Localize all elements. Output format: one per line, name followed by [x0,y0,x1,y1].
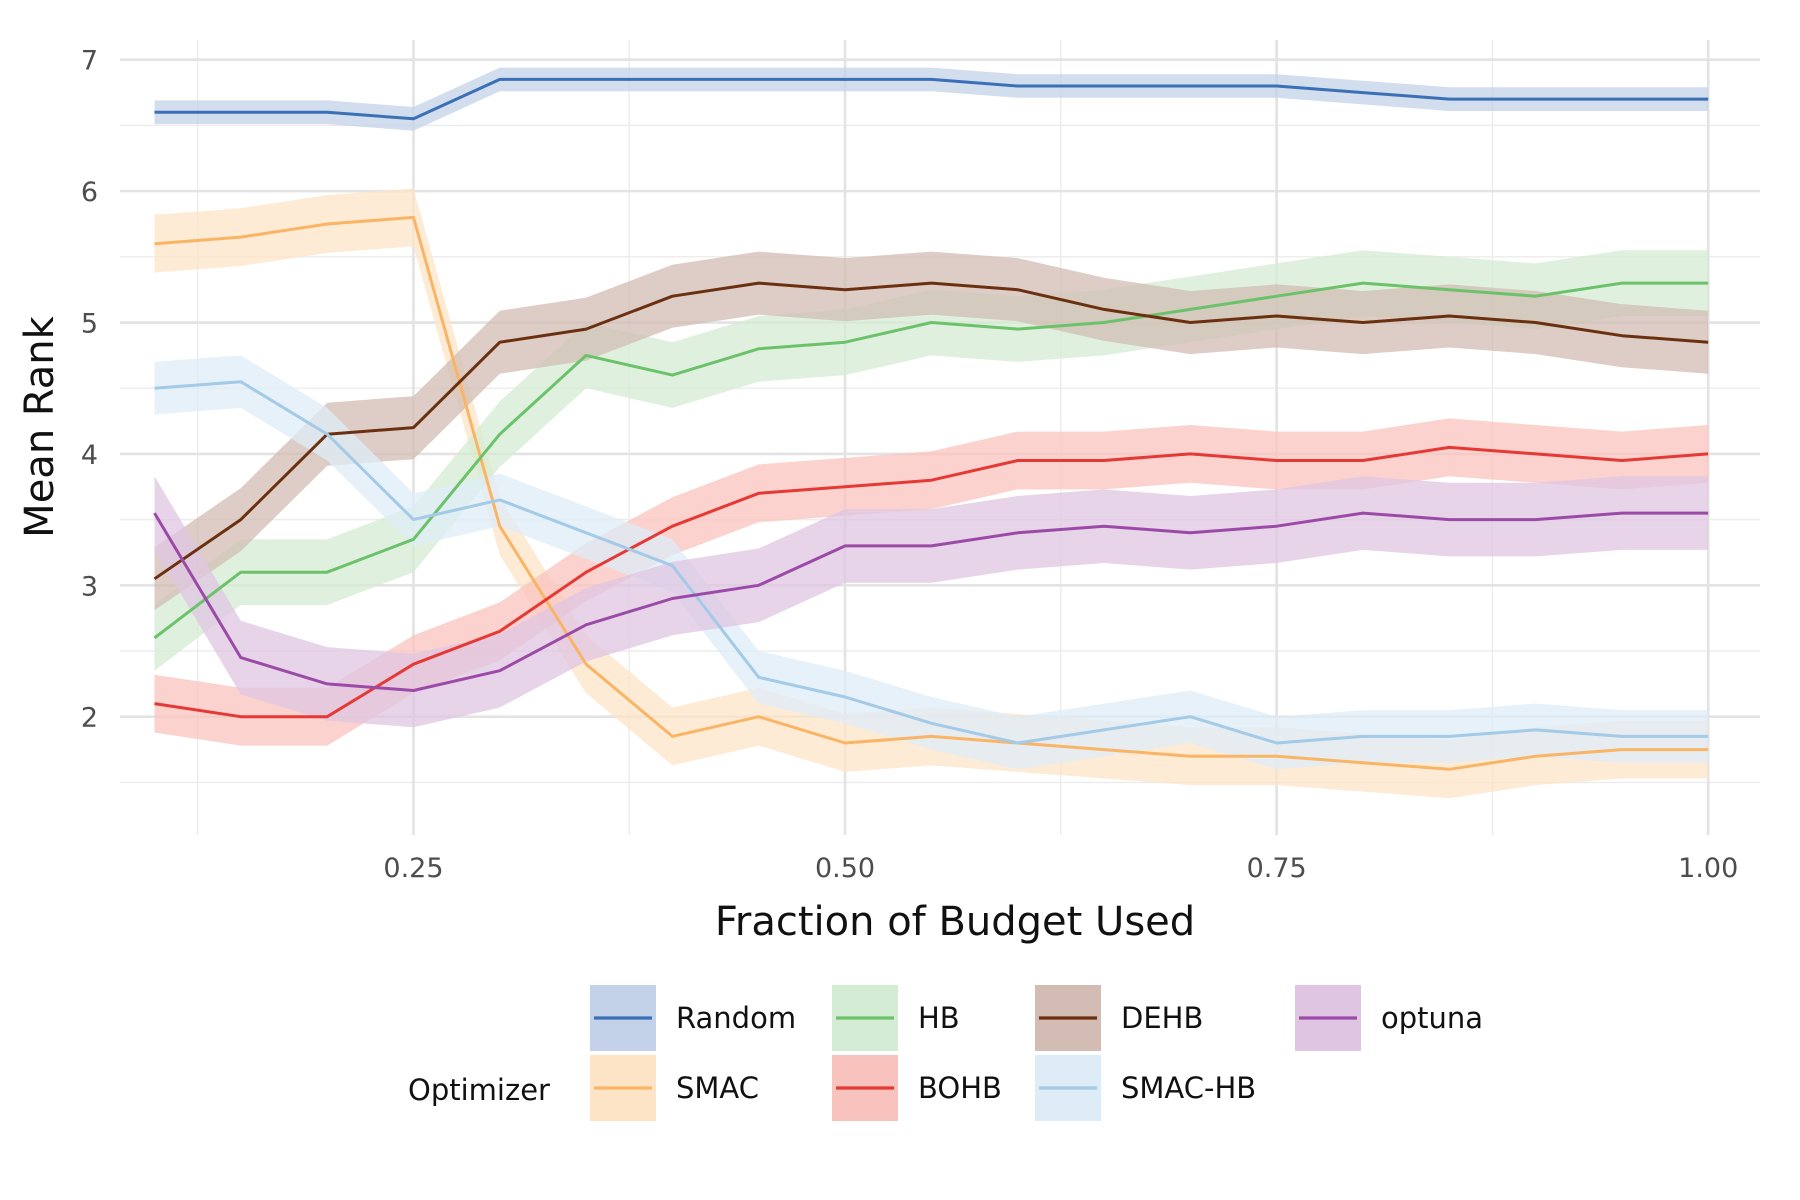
legend-title: Optimizer [408,1073,550,1107]
line-random [154,77,1709,121]
confidence-bands [154,67,1709,799]
y-tick-label: 4 [81,440,98,471]
line-bohb [154,445,1709,719]
y-tick-label: 7 [81,46,98,77]
line-hb [153,281,1709,640]
x-tick-labels: 0.25 0.50 0.75 1.00 [383,853,1738,884]
legend: Optimizer Random SMAC HB BOHB DEHB SMAC-HB opt… [408,985,1483,1121]
band-random [154,67,1709,131]
y-axis-title: Mean Rank [17,315,63,537]
legend-item-hb: HB [832,985,960,1051]
line-dehb [153,281,1709,581]
y-tick-label: 3 [81,571,98,602]
legend-label: BOHB [918,1071,1002,1105]
legend-item-bohb: BOHB [832,1055,1002,1121]
legend-item-random: Random [590,985,796,1051]
line-smac [154,215,1709,771]
legend-item-optuna: optuna [1295,985,1483,1051]
legend-label: optuna [1381,1001,1483,1035]
legend-item-dehb: DEHB [1035,985,1203,1051]
line-optuna [153,511,1709,692]
y-tick-labels: 2 3 4 5 6 7 [81,46,98,734]
legend-label: SMAC [676,1071,759,1105]
y-tick-label: 6 [81,177,98,208]
legend-item-smac: SMAC [590,1055,759,1121]
x-tick-label: 0.75 [1247,853,1307,884]
y-tick-label: 2 [81,703,98,734]
line-smac-hb [154,380,1709,745]
x-tick-label: 1.00 [1678,853,1738,884]
band-optuna [154,476,1709,728]
series-lines [153,77,1709,771]
x-tick-label: 0.50 [815,853,875,884]
x-tick-label: 0.25 [383,853,443,884]
band-smac-hb [154,355,1709,770]
legend-label: Random [676,1001,796,1035]
legend-label: SMAC-HB [1121,1071,1256,1105]
legend-item-smac-hb: SMAC-HB [1035,1055,1256,1121]
legend-label: HB [918,1001,960,1035]
x-axis-title: Fraction of Budget Used [715,899,1195,945]
legend-label: DEHB [1121,1001,1203,1035]
band-dehb [154,251,1709,611]
y-tick-label: 5 [81,309,98,340]
